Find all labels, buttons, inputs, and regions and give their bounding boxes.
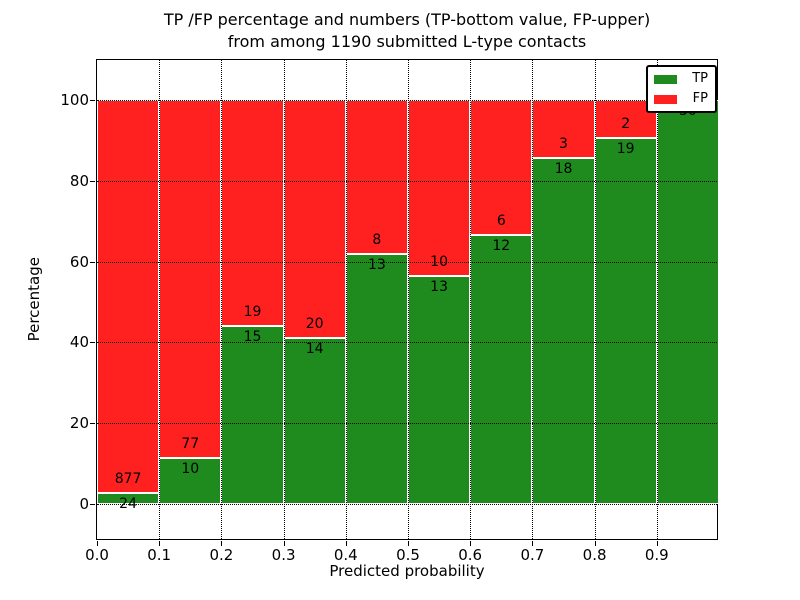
tp-count-label: 19 bbox=[616, 141, 635, 158]
tp-count-label: 13 bbox=[430, 278, 448, 295]
v-gridline bbox=[656, 60, 658, 539]
bar-segment-fp bbox=[221, 100, 284, 326]
chart-title-line1: TP /FP percentage and numbers (TP-bottom… bbox=[163, 10, 651, 29]
h-gridline bbox=[97, 180, 717, 182]
bar-segment-fp bbox=[283, 100, 346, 338]
x-tick-label: 0.7 bbox=[520, 546, 545, 564]
h-gridline bbox=[97, 504, 717, 505]
x-tick-label: 0.5 bbox=[396, 546, 420, 564]
x-tick-label: 0.3 bbox=[271, 546, 296, 564]
fp-count-label: 20 bbox=[305, 315, 324, 332]
y-tick-mark bbox=[90, 261, 95, 263]
legend-swatch-tp bbox=[654, 74, 677, 84]
x-tick-label: 0.6 bbox=[458, 546, 483, 564]
v-gridline bbox=[345, 60, 347, 539]
x-tick-label: 0.0 bbox=[85, 546, 109, 564]
tp-count-label: 10 bbox=[181, 460, 200, 477]
v-gridline bbox=[470, 60, 472, 539]
fp-count-label: 2 bbox=[621, 116, 631, 133]
y-tick-mark bbox=[90, 342, 95, 344]
v-gridline bbox=[283, 60, 285, 539]
tp-count-label: 24 bbox=[119, 496, 137, 513]
fp-count-label: 6 bbox=[496, 212, 506, 229]
bar-segment-tp bbox=[159, 457, 222, 504]
bar-segment-fp bbox=[345, 100, 408, 254]
y-axis-label: Percentage bbox=[25, 257, 43, 342]
y-tick-label: 20 bbox=[69, 414, 89, 433]
y-tick-mark bbox=[90, 180, 95, 182]
y-tick-label: 0 bbox=[79, 495, 89, 513]
bar-segment-tp bbox=[470, 234, 533, 504]
bar-segment-tp bbox=[408, 275, 471, 504]
x-tick-mark bbox=[345, 541, 347, 546]
fp-count-label: 877 bbox=[114, 471, 142, 488]
bar-segment-tp bbox=[283, 337, 346, 504]
fp-count-label: 19 bbox=[243, 303, 262, 320]
h-gridline bbox=[97, 342, 717, 344]
y-tick-label: 40 bbox=[69, 333, 89, 352]
fp-count-label: 8 bbox=[372, 231, 382, 248]
x-tick-mark bbox=[470, 541, 472, 546]
v-gridline bbox=[594, 60, 596, 539]
chart-title-line2: from among 1190 submitted L-type contact… bbox=[227, 32, 587, 51]
tp-count-label: 14 bbox=[305, 340, 324, 357]
plot-area: 0 20 40 60 80 100 0.0 0.1 0.2 0.3 0.4 0.5 0.6 0.7 0.8 0… bbox=[60, 59, 719, 564]
tp-count-label: 18 bbox=[554, 160, 573, 177]
bar-segment-tp bbox=[594, 138, 657, 504]
legend-label-fp: FP bbox=[692, 91, 708, 106]
y-tick-label: 100 bbox=[60, 91, 89, 109]
y-tick-label: 60 bbox=[69, 252, 89, 271]
x-tick-label: 0.1 bbox=[147, 546, 172, 564]
x-tick-mark bbox=[159, 541, 161, 546]
fp-count-label: 10 bbox=[430, 253, 448, 270]
x-tick-mark bbox=[221, 541, 223, 546]
x-tick-mark bbox=[283, 541, 285, 546]
v-gridline bbox=[408, 60, 409, 539]
tp-count-label: 13 bbox=[367, 256, 386, 273]
y-tick-mark bbox=[90, 423, 95, 425]
v-gridline bbox=[532, 60, 534, 539]
fp-count-label: 77 bbox=[181, 435, 200, 452]
fp-count-label: 3 bbox=[559, 135, 568, 152]
x-tick-mark bbox=[594, 541, 596, 546]
x-tick-mark bbox=[97, 541, 98, 546]
tp-count-label: 12 bbox=[492, 237, 511, 254]
tp-count-label: 15 bbox=[243, 328, 262, 345]
h-gridline bbox=[97, 423, 717, 425]
bar-segment-tp bbox=[97, 493, 160, 504]
legend-label-tp: TP bbox=[692, 71, 708, 86]
x-tick-mark bbox=[408, 541, 409, 546]
legend-entry: TP bbox=[654, 72, 708, 86]
legend-entry: FP bbox=[654, 92, 708, 106]
bar-segment-fp bbox=[408, 100, 471, 276]
x-tick-mark bbox=[532, 541, 534, 546]
bar-segment-tp bbox=[656, 100, 719, 504]
v-gridline bbox=[221, 60, 223, 539]
h-gridline bbox=[97, 261, 717, 263]
v-gridline bbox=[159, 60, 161, 539]
x-tick-mark bbox=[656, 541, 658, 546]
x-tick-label: 0.2 bbox=[209, 546, 234, 564]
legend-swatch-fp bbox=[654, 94, 677, 104]
x-tick-label: 0.9 bbox=[644, 546, 669, 564]
x-tick-label: 0.4 bbox=[333, 546, 358, 564]
x-axis-label: Predicted probability bbox=[329, 562, 485, 580]
y-tick-mark bbox=[90, 100, 95, 101]
h-gridline bbox=[97, 100, 717, 101]
bar-segment-tp bbox=[532, 157, 595, 504]
bar-segment-tp bbox=[345, 253, 408, 504]
bar-segment-fp bbox=[159, 100, 222, 458]
bar-segment-fp bbox=[97, 100, 160, 494]
y-tick-mark bbox=[90, 504, 95, 505]
legend-box: TP FP bbox=[646, 65, 717, 113]
y-tick-label: 80 bbox=[69, 171, 89, 190]
x-tick-label: 0.8 bbox=[582, 546, 607, 564]
bar-segment-tp bbox=[221, 325, 284, 504]
